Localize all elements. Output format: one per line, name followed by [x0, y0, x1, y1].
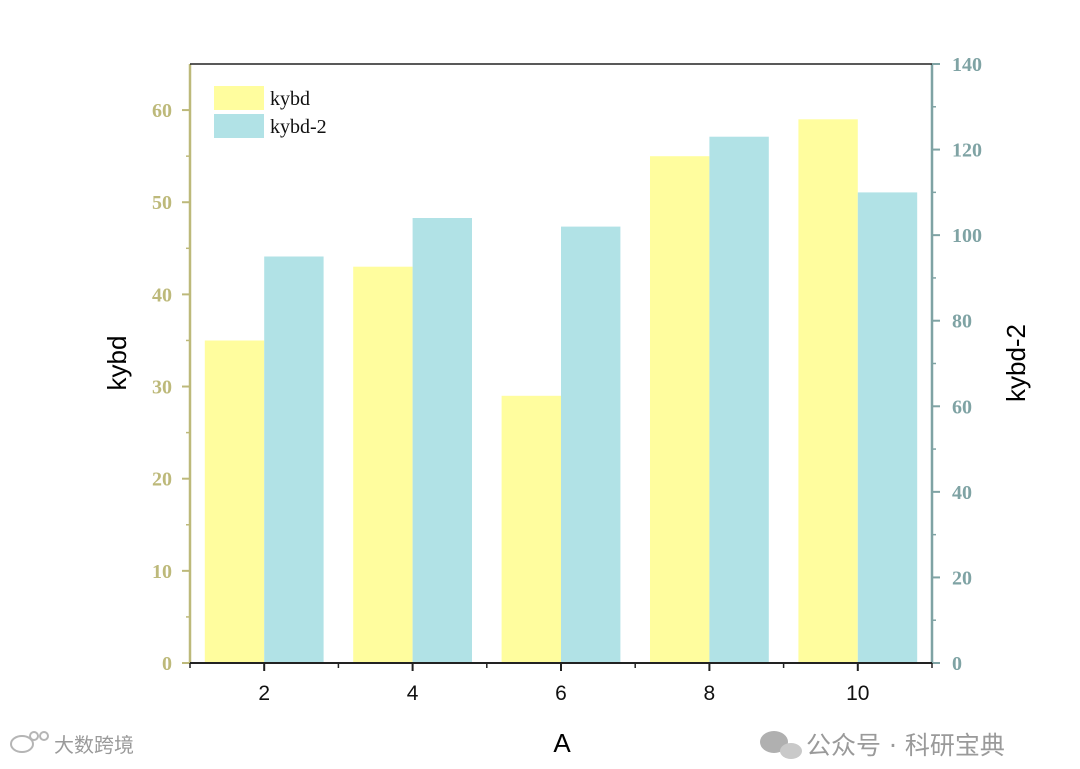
- right-tick-label: 120: [952, 140, 982, 162]
- left-tick-label: 60: [152, 100, 172, 122]
- legend-label-kybd: kybd: [270, 88, 310, 110]
- bar-kybd-6: [501, 395, 561, 663]
- weibo-logo-icon: [10, 731, 49, 753]
- bar-kybd-10: [798, 119, 858, 664]
- bar-kybd-2-6: [561, 226, 621, 663]
- x-tick-label: 8: [704, 682, 716, 705]
- right-tick-label: 40: [952, 482, 972, 504]
- wechat-logo-icon: [760, 731, 802, 759]
- watermark-left-text: 大数跨境: [54, 733, 134, 757]
- watermark-right: 公众号 · 科研宝典: [760, 731, 1005, 760]
- x-tick-label: 6: [555, 682, 567, 705]
- bar-kybd-8: [650, 156, 710, 663]
- x-axis-title: A: [553, 728, 571, 758]
- left-tick-label: 30: [152, 377, 172, 399]
- legend-label-kybd-2: kybd-2: [270, 116, 327, 138]
- bar-kybd-2-4: [412, 218, 472, 663]
- watermark-left: 大数跨境: [10, 731, 134, 757]
- right-y-ticks: 0 20 40 60 80 100 120 140: [932, 54, 982, 675]
- right-tick-label: 100: [952, 225, 982, 247]
- right-tick-label: 0: [952, 653, 962, 675]
- bar-kybd-2: [204, 340, 265, 663]
- bar-kybd-2-2: [264, 256, 324, 663]
- left-tick-label: 10: [152, 561, 172, 583]
- watermark-right-text: 公众号 · 科研宝典: [806, 731, 1005, 760]
- bar-kybd-4: [353, 266, 413, 663]
- y-right-axis-title: kybd-2: [1001, 324, 1031, 402]
- x-ticks: 2 4 6 8 10: [189, 663, 933, 705]
- x-tick-label: 10: [846, 682, 869, 705]
- x-tick-label: 2: [258, 682, 270, 705]
- right-tick-label: 60: [952, 396, 972, 418]
- legend-swatch-kybd: [214, 86, 264, 110]
- left-tick-label: 50: [152, 192, 172, 214]
- bar-kybd-2-8: [709, 136, 769, 663]
- legend: kybd kybd-2: [214, 86, 327, 138]
- y-left-axis-title: kybd: [102, 336, 132, 391]
- left-y-ticks: 0 10 20 30 40 50 60: [152, 100, 190, 675]
- bars-layer: [204, 119, 918, 664]
- x-tick-label: 4: [407, 682, 419, 705]
- right-tick-label: 140: [952, 54, 982, 76]
- left-tick-label: 40: [152, 284, 172, 306]
- bar-kybd-2-10: [857, 192, 918, 663]
- left-tick-label: 20: [152, 469, 172, 491]
- left-tick-label: 0: [162, 653, 172, 675]
- right-tick-label: 20: [952, 567, 972, 589]
- right-tick-label: 80: [952, 311, 972, 333]
- legend-swatch-kybd-2: [214, 114, 264, 138]
